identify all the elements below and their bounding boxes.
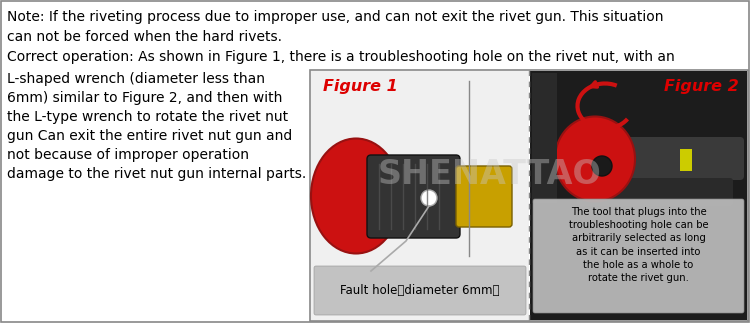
FancyBboxPatch shape [367, 155, 460, 238]
FancyBboxPatch shape [532, 73, 557, 203]
FancyBboxPatch shape [311, 71, 529, 320]
Text: L-shaped wrench (diameter less than: L-shaped wrench (diameter less than [7, 72, 265, 86]
Text: SHENATTAO: SHENATTAO [378, 159, 602, 192]
Text: Note: If the riveting process due to improper use, and can not exit the rivet gu: Note: If the riveting process due to imp… [7, 10, 664, 24]
Text: The tool that plugs into the
troubleshooting hole can be
arbitrarily selected as: The tool that plugs into the troubleshoo… [568, 207, 708, 283]
Text: not because of improper operation: not because of improper operation [7, 148, 249, 162]
FancyBboxPatch shape [530, 71, 747, 320]
Ellipse shape [311, 139, 401, 254]
Text: gun Can exit the entire rivet nut gun and: gun Can exit the entire rivet nut gun an… [7, 129, 292, 143]
FancyBboxPatch shape [566, 137, 744, 180]
Text: the L-type wrench to rotate the rivet nut: the L-type wrench to rotate the rivet nu… [7, 110, 288, 124]
Text: can not be forced when the hard rivets.: can not be forced when the hard rivets. [7, 30, 282, 44]
Ellipse shape [555, 117, 635, 202]
Text: Correct operation: As shown in Figure 1, there is a troubleshooting hole on the : Correct operation: As shown in Figure 1,… [7, 50, 675, 64]
Circle shape [421, 190, 437, 206]
Text: 6mm) similar to Figure 2, and then with: 6mm) similar to Figure 2, and then with [7, 91, 282, 105]
Text: Fault hole（diameter 6mm）: Fault hole（diameter 6mm） [340, 284, 500, 297]
Text: Figure 1: Figure 1 [323, 79, 398, 94]
FancyBboxPatch shape [533, 199, 744, 313]
FancyBboxPatch shape [577, 178, 733, 206]
FancyBboxPatch shape [456, 166, 512, 227]
Text: Figure 2: Figure 2 [664, 79, 739, 94]
FancyBboxPatch shape [314, 266, 526, 315]
FancyBboxPatch shape [680, 149, 692, 171]
Text: damage to the rivet nut gun internal parts.: damage to the rivet nut gun internal par… [7, 167, 306, 181]
FancyBboxPatch shape [310, 70, 748, 321]
Circle shape [592, 156, 612, 176]
